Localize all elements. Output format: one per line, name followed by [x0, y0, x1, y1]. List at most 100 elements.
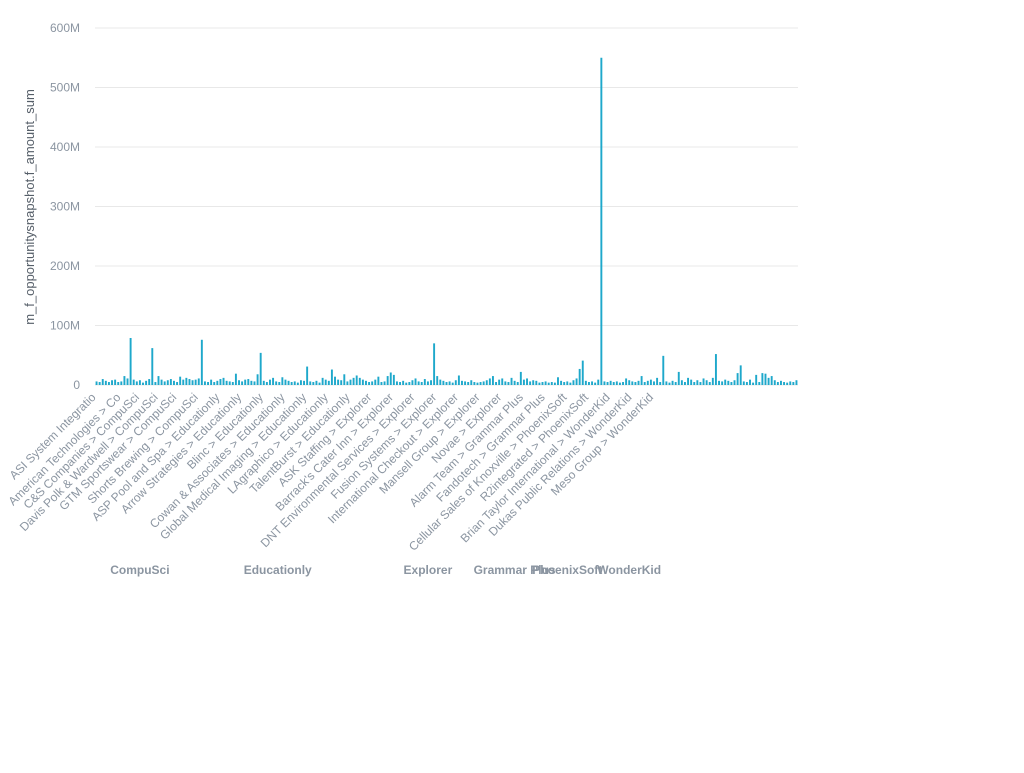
bar[interactable] [566, 381, 569, 385]
bar[interactable] [758, 382, 761, 385]
bar[interactable] [123, 376, 126, 385]
bar[interactable] [532, 380, 535, 385]
bar[interactable] [591, 381, 594, 385]
bar[interactable] [312, 382, 315, 385]
bar[interactable] [581, 360, 584, 385]
bar[interactable] [646, 380, 649, 385]
bar[interactable] [761, 373, 764, 385]
bar[interactable] [188, 379, 191, 385]
bar[interactable] [194, 379, 197, 385]
bar[interactable] [303, 380, 305, 385]
bar[interactable] [724, 379, 727, 385]
bar[interactable] [272, 377, 275, 385]
bar[interactable] [101, 379, 104, 385]
bar[interactable] [711, 377, 714, 385]
bar[interactable] [355, 375, 358, 385]
bar[interactable] [442, 380, 445, 385]
bar[interactable] [457, 375, 460, 385]
bar[interactable] [454, 380, 457, 385]
bar[interactable] [389, 372, 392, 386]
bar[interactable] [473, 382, 476, 385]
bar[interactable] [210, 379, 213, 385]
bar[interactable] [433, 343, 436, 385]
bar[interactable] [526, 378, 528, 385]
bar[interactable] [269, 379, 271, 385]
bar[interactable] [615, 381, 618, 385]
bar[interactable] [504, 381, 507, 385]
bar[interactable] [207, 382, 209, 385]
bar[interactable] [330, 369, 333, 385]
bar[interactable] [114, 379, 117, 385]
bar[interactable] [553, 382, 556, 385]
bar[interactable] [173, 380, 175, 385]
bar[interactable] [485, 380, 488, 385]
bar[interactable] [538, 382, 541, 385]
bar[interactable] [541, 382, 544, 385]
bar[interactable] [618, 382, 621, 385]
bar[interactable] [436, 376, 439, 385]
bar[interactable] [789, 381, 792, 385]
bar[interactable] [603, 381, 606, 385]
bar[interactable] [135, 381, 138, 385]
bar[interactable] [169, 379, 172, 385]
bar[interactable] [699, 382, 702, 385]
bar[interactable] [346, 381, 349, 385]
bar[interactable] [578, 368, 581, 385]
bar[interactable] [718, 380, 720, 385]
bar[interactable] [677, 371, 680, 385]
bar[interactable] [334, 376, 336, 385]
bar[interactable] [563, 382, 566, 385]
bar[interactable] [572, 380, 575, 385]
bar[interactable] [498, 379, 501, 385]
bar[interactable] [696, 380, 699, 385]
bar[interactable] [395, 381, 398, 385]
bar[interactable] [315, 380, 318, 385]
bar[interactable] [742, 381, 745, 385]
bar[interactable] [117, 382, 120, 385]
bar[interactable] [142, 382, 144, 385]
bar[interactable] [727, 380, 730, 385]
bar[interactable] [448, 381, 451, 385]
bar[interactable] [656, 377, 659, 385]
bar[interactable] [148, 379, 151, 385]
bar[interactable] [296, 382, 299, 385]
bar[interactable] [625, 378, 628, 385]
bar[interactable] [321, 377, 324, 385]
bar[interactable] [284, 379, 287, 385]
bar[interactable] [358, 377, 361, 385]
bar[interactable] [241, 381, 244, 385]
bar[interactable] [705, 380, 708, 385]
bar[interactable] [166, 380, 169, 385]
bar[interactable] [513, 380, 516, 385]
bar[interactable] [386, 376, 389, 385]
bar[interactable] [399, 382, 402, 385]
bar[interactable] [371, 381, 374, 385]
bar[interactable] [557, 377, 559, 385]
bar[interactable] [764, 373, 767, 385]
bar[interactable] [265, 382, 268, 385]
bar[interactable] [560, 380, 563, 385]
bar[interactable] [470, 380, 473, 385]
bar[interactable] [318, 382, 321, 385]
bar[interactable] [203, 381, 206, 385]
bar[interactable] [776, 382, 779, 385]
bar[interactable] [185, 377, 188, 385]
bar[interactable] [327, 380, 330, 385]
bar[interactable] [126, 378, 129, 385]
bar[interactable] [132, 379, 135, 385]
bar[interactable] [281, 377, 284, 385]
bar[interactable] [665, 381, 668, 385]
bar[interactable] [671, 380, 674, 385]
bar[interactable] [606, 382, 609, 385]
bar[interactable] [495, 382, 498, 385]
bar[interactable] [464, 381, 467, 385]
bar[interactable] [519, 371, 522, 385]
bar[interactable] [668, 382, 671, 385]
bar[interactable] [111, 380, 113, 385]
bar[interactable] [225, 380, 228, 385]
bar[interactable] [262, 380, 265, 385]
bar[interactable] [247, 379, 250, 385]
bar[interactable] [752, 382, 755, 385]
bar[interactable] [352, 377, 355, 385]
bar[interactable] [612, 382, 615, 385]
